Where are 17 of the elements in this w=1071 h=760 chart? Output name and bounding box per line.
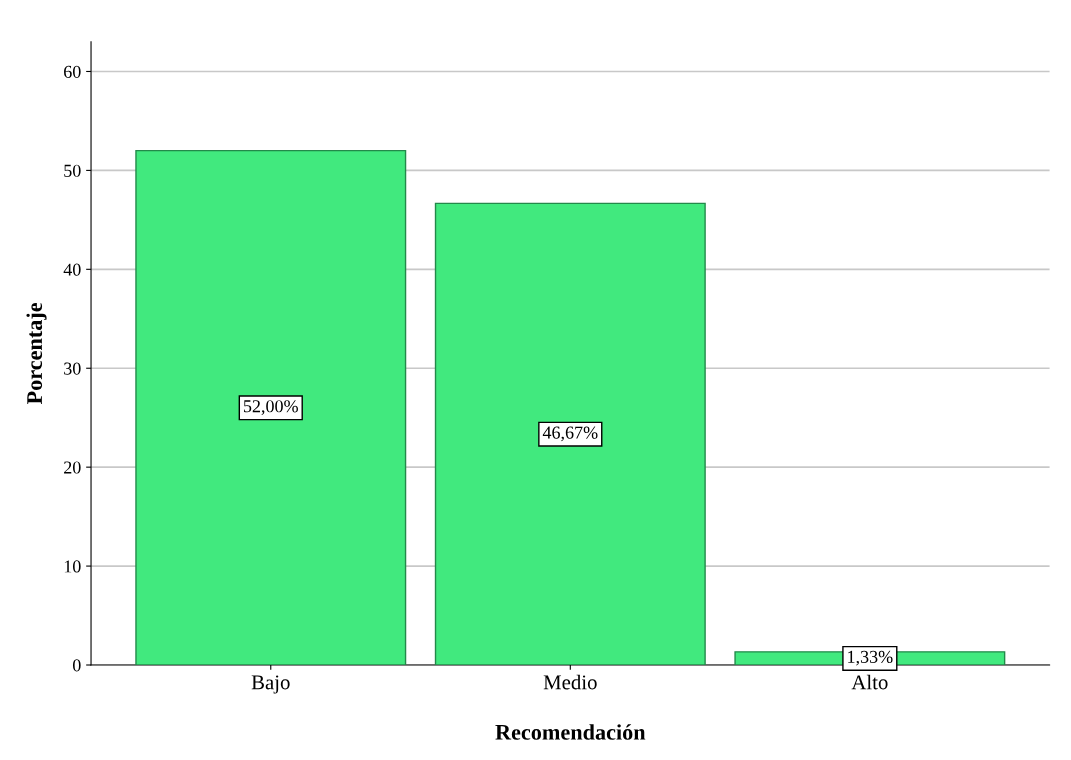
y-tick-label: 50 bbox=[64, 164, 81, 177]
bar bbox=[135, 149, 407, 665]
x-axis-title: Recomendación bbox=[495, 724, 646, 740]
y-tick-label: 20 bbox=[64, 461, 81, 474]
x-tick-label: Bajo bbox=[251, 675, 290, 694]
y-tick-label: 30 bbox=[64, 362, 81, 375]
x-tick-label: Medio bbox=[543, 674, 597, 690]
data-label: 1,33% bbox=[848, 650, 893, 666]
y-tick-label: 10 bbox=[64, 560, 81, 573]
bar bbox=[434, 202, 706, 665]
data-label: 46,67% bbox=[542, 426, 598, 442]
y-tick-label: 60 bbox=[64, 65, 81, 78]
y-axis-title: Porcentaje bbox=[26, 302, 47, 405]
y-tick-label: 0 bbox=[72, 659, 81, 672]
x-tick-label: Alto bbox=[851, 674, 888, 690]
y-tick-label: 40 bbox=[63, 263, 81, 276]
data-label: 52,00% bbox=[243, 400, 298, 415]
